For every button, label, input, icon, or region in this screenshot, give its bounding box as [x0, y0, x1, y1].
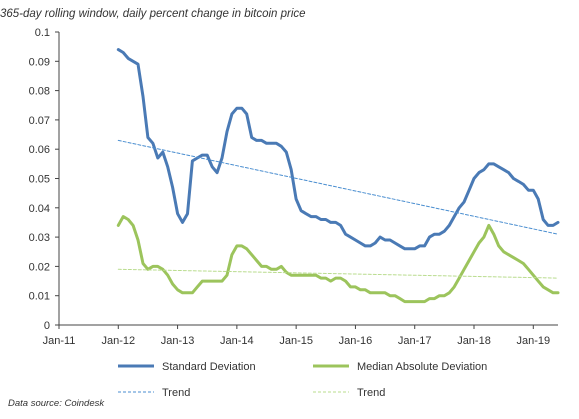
legend-label: Standard Deviation	[162, 361, 256, 373]
legend-label: Median Absolute Deviation	[357, 361, 487, 373]
x-tick-label: Jan-14	[220, 335, 254, 347]
median-absolute-deviation-line	[116, 215, 560, 304]
series-lines-group	[116, 48, 560, 304]
y-tick-label: 0.01	[29, 291, 50, 303]
y-tick-label: 0.1	[35, 27, 50, 39]
legend-sd-trend: Trend	[118, 387, 190, 399]
y-tick-label: 0.03	[29, 232, 50, 244]
data-source-note: Data source: Coindesk	[8, 398, 105, 409]
legend-mad-trend: Trend	[313, 387, 385, 399]
sd-trend-line	[117, 139, 559, 235]
y-tick-label: 0.06	[29, 144, 50, 156]
x-tick-label: Jan-11	[43, 335, 76, 347]
x-tick-label: Jan-13	[161, 335, 195, 347]
axes-group: 0 0.01 0.02 0.03 0.04 0.05 0.06 0.07 0.08 0.09 0.1…	[29, 27, 558, 347]
y-tick-label: 0.08	[29, 86, 50, 98]
mad-trend-line	[117, 268, 559, 279]
x-tick-label: Jan-12	[101, 335, 135, 347]
x-tick-label: Jan-15	[279, 335, 313, 347]
x-tick-label: Jan-16	[339, 335, 373, 347]
y-tick-label: 0.02	[29, 261, 50, 273]
x-tick-label: Jan-19	[516, 335, 550, 347]
y-tick-label: 0.07	[29, 115, 50, 127]
y-tick-label: 0	[44, 320, 50, 332]
legend-label: Trend	[357, 387, 385, 399]
legend-median-absolute-deviation: Median Absolute Deviation	[313, 361, 487, 373]
x-tick-label: Jan-17	[398, 335, 432, 347]
standard-deviation-line	[116, 48, 560, 251]
chart-title: 365-day rolling window, daily percent ch…	[0, 8, 306, 20]
y-tick-label: 0.09	[29, 56, 50, 68]
y-tick-label: 0.04	[29, 203, 50, 215]
y-tick-label: 0.05	[29, 174, 50, 186]
legend-label: Trend	[162, 387, 190, 399]
legend-standard-deviation: Standard Deviation	[118, 361, 256, 373]
x-tick-label: Jan-18	[457, 335, 491, 347]
legend: Standard Deviation Median Absolute Deviat…	[118, 361, 487, 399]
